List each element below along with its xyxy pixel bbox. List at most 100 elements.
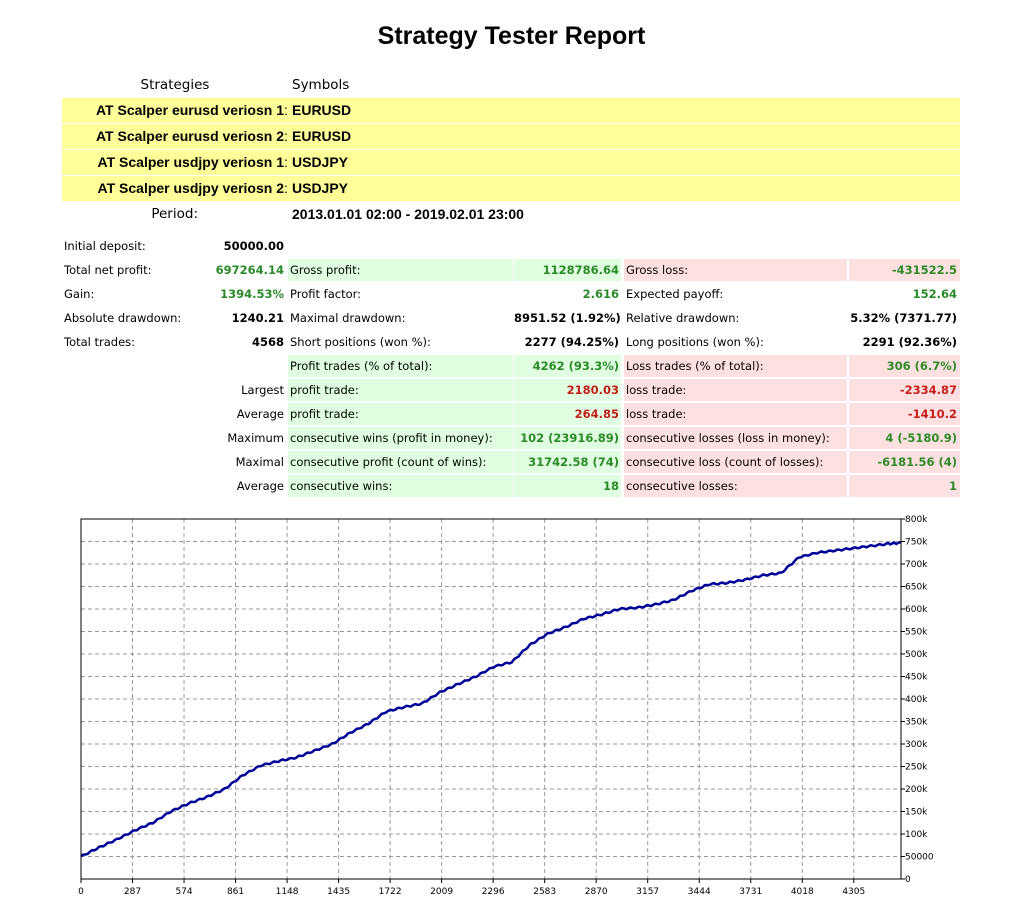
- loss-trades-label: Loss trades (% of total):: [624, 355, 847, 377]
- x-tick-label: 1435: [327, 887, 350, 897]
- max-consecutive-losses-label: consecutive losses (loss in money):: [624, 427, 847, 449]
- strategy-name: AT Scalper usdjpy veriosn 2: [97, 180, 284, 196]
- maximal-row-label: Maximal: [235, 455, 284, 469]
- x-tick-label: 2296: [482, 887, 505, 897]
- avg-consecutive-wins-value: 18: [514, 475, 621, 497]
- y-tick-label: 500k: [905, 650, 928, 660]
- y-tick-label: 650k: [905, 583, 928, 593]
- period-label: Period:: [151, 206, 198, 222]
- strategy-name: AT Scalper eurusd veriosn 2: [95, 128, 284, 144]
- max-consecutive-wins-label: consecutive wins (profit in money):: [288, 427, 513, 449]
- strategy-row: AT Scalper usdjpy veriosn 2: USDJPY: [62, 176, 960, 201]
- max-consecutive-loss-label: consecutive loss (count of losses):: [624, 451, 847, 473]
- short-positions-label: Short positions (won %):: [290, 335, 431, 349]
- absolute-drawdown-label: Absolute drawdown:: [64, 311, 182, 325]
- plot-frame: [80, 518, 902, 880]
- maximal-drawdown-label: Maximal drawdown:: [290, 311, 406, 325]
- average-loss-value: -1410.2: [849, 403, 960, 425]
- average-loss-label: loss trade:: [624, 403, 847, 425]
- maximum-row-label: Maximum: [227, 431, 284, 445]
- y-tick-label: 50000: [905, 853, 934, 863]
- total-trades-value: 4568: [251, 335, 284, 349]
- gross-loss-value: -431522.5: [849, 259, 960, 281]
- balance-series-line: [80, 540, 902, 858]
- relative-drawdown-label: Relative drawdown:: [626, 311, 740, 325]
- gain-label: Gain:: [64, 287, 95, 301]
- loss-trades-value: 306 (6.7%): [849, 355, 960, 377]
- gross-profit-value: 1128786.64: [514, 259, 621, 281]
- long-positions-label: Long positions (won %):: [626, 335, 764, 349]
- max-consecutive-profit-label: consecutive profit (count of wins):: [288, 451, 513, 473]
- x-tick-label: 0: [78, 887, 84, 897]
- largest-loss-value: -2334.87: [849, 379, 960, 401]
- x-tick-label: 3444: [688, 887, 711, 897]
- expected-payoff-value: 152.64: [912, 287, 957, 301]
- strategy-row: AT Scalper usdjpy veriosn 1: USDJPY: [62, 150, 960, 175]
- total-net-profit-label: Total net profit:: [64, 263, 152, 277]
- strategies-header: Strategies: [140, 77, 210, 93]
- x-tick-label: 3731: [739, 887, 762, 897]
- largest-row-label: Largest: [241, 383, 284, 397]
- x-tick-label: 2009: [430, 887, 453, 897]
- y-tick-label: 100k: [905, 830, 928, 840]
- strategy-symbol: EURUSD: [292, 128, 352, 144]
- strategy-symbol: USDJPY: [292, 154, 349, 170]
- average2-row-label: Average: [236, 479, 284, 493]
- max-consecutive-loss-value: -6181.56 (4): [849, 451, 960, 473]
- y-tick-label: 0: [905, 875, 911, 885]
- max-consecutive-losses-value: 4 (-5180.9): [849, 427, 960, 449]
- average-profit-label: profit trade:: [288, 403, 513, 425]
- gross-profit-label: Gross profit:: [288, 259, 513, 281]
- x-tick-label: 3157: [636, 887, 659, 897]
- strategy-symbol: EURUSD: [292, 102, 352, 118]
- total-net-profit-value: 697264.14: [215, 263, 284, 277]
- y-tick-label: 450k: [905, 673, 928, 683]
- long-positions-value: 2291 (92.36%): [862, 335, 957, 349]
- largest-loss-label: loss trade:: [624, 379, 847, 401]
- avg-consecutive-wins-label: consecutive wins:: [288, 475, 513, 497]
- x-tick-label: 287: [124, 887, 141, 897]
- strategy-symbol: USDJPY: [292, 180, 349, 196]
- profit-factor-value: 2.616: [582, 287, 619, 301]
- initial-deposit-value: 50000.00: [223, 239, 284, 253]
- absolute-drawdown-value: 1240.21: [231, 311, 284, 325]
- y-tick-label: 800k: [905, 515, 928, 525]
- max-consecutive-wins-value: 102 (23916.89): [514, 427, 621, 449]
- y-tick-label: 250k: [905, 763, 928, 773]
- y-tick-label: 550k: [905, 628, 928, 638]
- x-tick-label: 4018: [791, 887, 814, 897]
- y-tick-label: 400k: [905, 695, 928, 705]
- avg-consecutive-losses-value: 1: [849, 475, 960, 497]
- profit-factor-label: Profit factor:: [290, 287, 362, 301]
- average-row-label: Average: [236, 407, 284, 421]
- short-positions-value: 2277 (94.25%): [524, 335, 619, 349]
- symbols-header: Symbols: [292, 77, 350, 93]
- x-tick-label: 1722: [379, 887, 402, 897]
- largest-profit-value: 2180.03: [514, 379, 621, 401]
- x-tick-label: 1148: [276, 887, 299, 897]
- initial-deposit-label: Initial deposit:: [64, 239, 146, 253]
- maximal-drawdown-value: 8951.52 (1.92%): [514, 311, 621, 325]
- x-tick-label: 574: [175, 887, 192, 897]
- largest-profit-label: profit trade:: [288, 379, 513, 401]
- strategy-colon: :: [284, 154, 288, 170]
- y-tick-label: 300k: [905, 740, 928, 750]
- strategy-row: AT Scalper eurusd veriosn 1: EURUSD: [62, 98, 960, 123]
- balance-chart: 0 287 574 861 1148 1435 1722 2009 2296 2583 2870 31…: [78, 515, 934, 897]
- y-tick-label: 700k: [905, 560, 928, 570]
- strategy-name: AT Scalper eurusd veriosn 1: [95, 102, 284, 118]
- x-tick-label: 861: [227, 887, 244, 897]
- strategy-row: AT Scalper eurusd veriosn 2: EURUSD: [62, 124, 960, 149]
- gain-value: 1394.53%: [220, 287, 284, 301]
- max-consecutive-profit-value: 31742.58 (74): [514, 451, 621, 473]
- stats-table: Initial deposit: 50000.00 Total net prof…: [62, 235, 960, 499]
- strategy-colon: :: [284, 180, 288, 196]
- x-tick-label: 4305: [842, 887, 865, 897]
- report-title: Strategy Tester Report: [377, 22, 646, 50]
- avg-consecutive-losses-label: consecutive losses:: [624, 475, 847, 497]
- gross-loss-label: Gross loss:: [624, 259, 847, 281]
- profit-trades-label: Profit trades (% of total):: [288, 355, 513, 377]
- relative-drawdown-value: 5.32% (7371.77): [850, 311, 957, 325]
- y-tick-label: 600k: [905, 605, 928, 615]
- strategy-colon: :: [284, 128, 288, 144]
